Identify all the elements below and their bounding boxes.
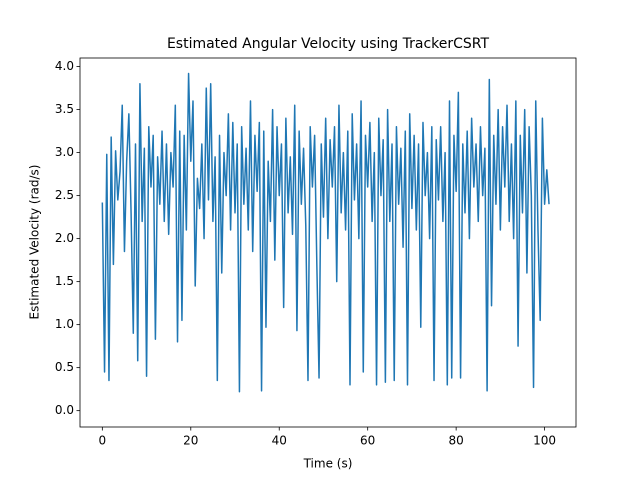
y-tick-label: 3.5 <box>55 102 74 116</box>
y-tick-label: 4.0 <box>55 59 74 73</box>
x-tick-label: 20 <box>183 434 198 448</box>
y-tick-label: 0.0 <box>55 403 74 417</box>
y-axis-label: Estimated Velocity (rad/s) <box>28 165 42 320</box>
x-tick-label: 40 <box>272 434 287 448</box>
chart-title: Estimated Angular Velocity using Tracker… <box>167 36 490 52</box>
y-tick-label: 0.5 <box>55 360 74 374</box>
y-tick-label: 1.0 <box>55 317 74 331</box>
x-axis-label: Time (s) <box>303 457 353 471</box>
y-tick-label: 1.5 <box>55 274 74 288</box>
y-tick-label: 2.0 <box>55 231 74 245</box>
x-tick-label: 0 <box>99 434 107 448</box>
axes-frame <box>79 57 577 428</box>
x-tick-label: 100 <box>533 434 556 448</box>
data-line <box>101 72 550 393</box>
x-tick-label: 60 <box>360 434 375 448</box>
y-tick-label: 3.0 <box>55 145 74 159</box>
y-tick-label: 2.5 <box>55 188 74 202</box>
x-tick-label: 80 <box>449 434 464 448</box>
